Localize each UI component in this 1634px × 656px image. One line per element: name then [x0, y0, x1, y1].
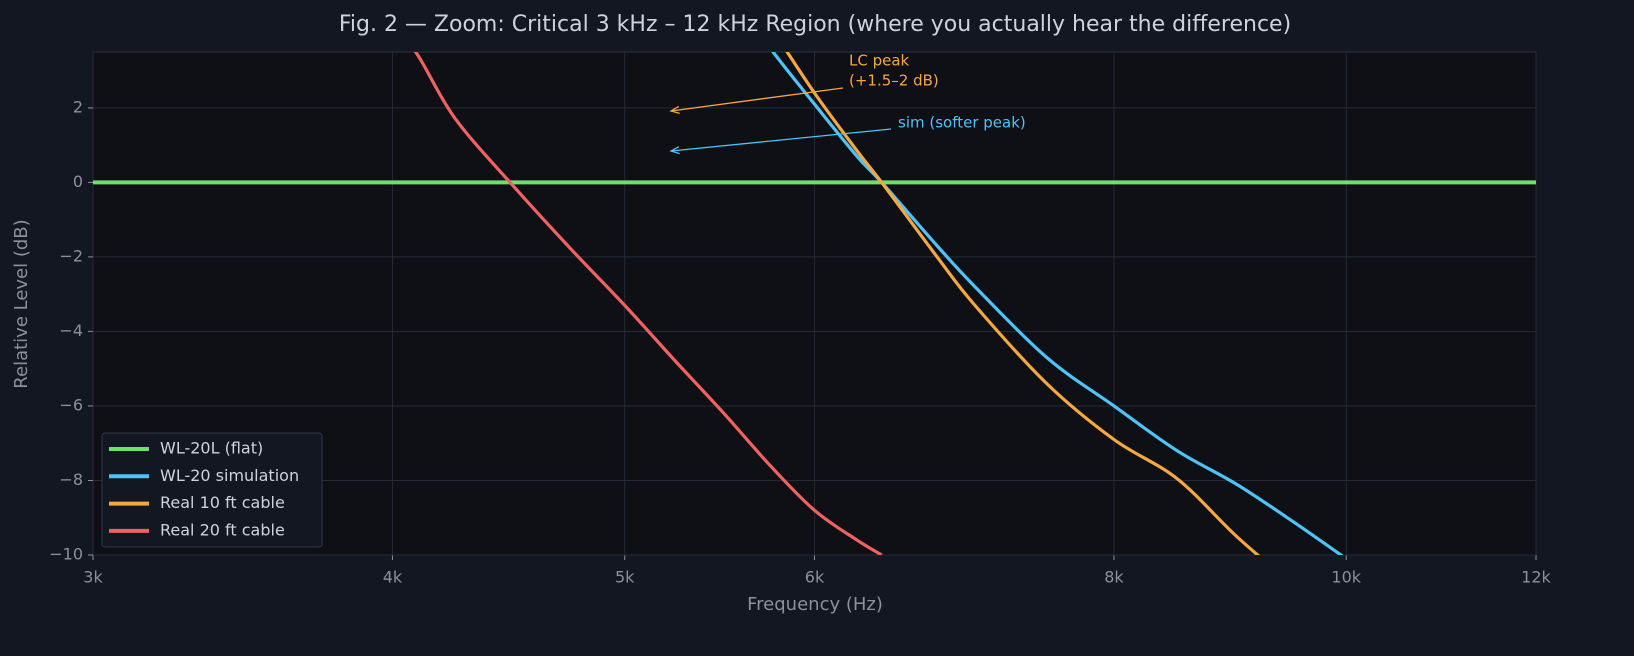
legend-label: Real 20 ft cable — [160, 520, 285, 539]
x-tick-label: 5k — [615, 568, 635, 587]
arrow-head — [669, 105, 680, 115]
x-axis-label: Frequency (Hz) — [747, 594, 883, 615]
legend-box — [101, 432, 323, 548]
x-tick-label: 3k — [83, 568, 103, 587]
plot-lines — [93, 52, 1536, 555]
grid: 3k 4k 5k 6k 8k 10k 12k −10 −8 −6 −4 −2 0 2 — [49, 52, 1552, 587]
y-axis-label: Relative Level (dB) — [11, 219, 32, 388]
x-tick-label: 12k — [1521, 568, 1551, 587]
x-tick-label: 6k — [805, 568, 825, 587]
y-tick-label: −2 — [59, 246, 83, 265]
chart-title: Fig. 2 — Zoom: Critical 3 kHz – 12 kHz R… — [339, 12, 1291, 37]
annotations: LC peak (+1.5–2 dB) sim (softer peak) — [669, 52, 1026, 155]
annotation-text: sim (softer peak) — [898, 114, 1026, 132]
annotation-text: (+1.5–2 dB) — [849, 72, 939, 90]
y-tick-label: −10 — [49, 545, 83, 564]
y-tick-label: 0 — [73, 172, 83, 191]
x-tick-label: 8k — [1104, 568, 1124, 587]
legend: WL-20L (flat) WL-20 simulation Real 10 ft … — [101, 432, 323, 548]
x-tick-label: 10k — [1331, 568, 1361, 587]
legend-label: WL-20 simulation — [160, 466, 299, 485]
y-tick-label: −4 — [59, 321, 83, 340]
line-series — [413, 52, 883, 555]
annotation-arrow — [670, 87, 844, 112]
line-series — [785, 52, 1261, 555]
y-tick-label: −6 — [59, 395, 83, 414]
annotation-arrow — [670, 128, 892, 152]
line-series — [771, 52, 1344, 555]
legend-label: Real 10 ft cable — [160, 493, 285, 512]
y-tick-label: −8 — [59, 470, 83, 489]
y-tick-label: 2 — [73, 97, 83, 116]
x-tick-label: 4k — [383, 568, 403, 587]
legend-label: WL-20L (flat) — [160, 439, 263, 458]
annotation-text: LC peak — [849, 52, 910, 70]
arrow-head — [669, 146, 680, 155]
